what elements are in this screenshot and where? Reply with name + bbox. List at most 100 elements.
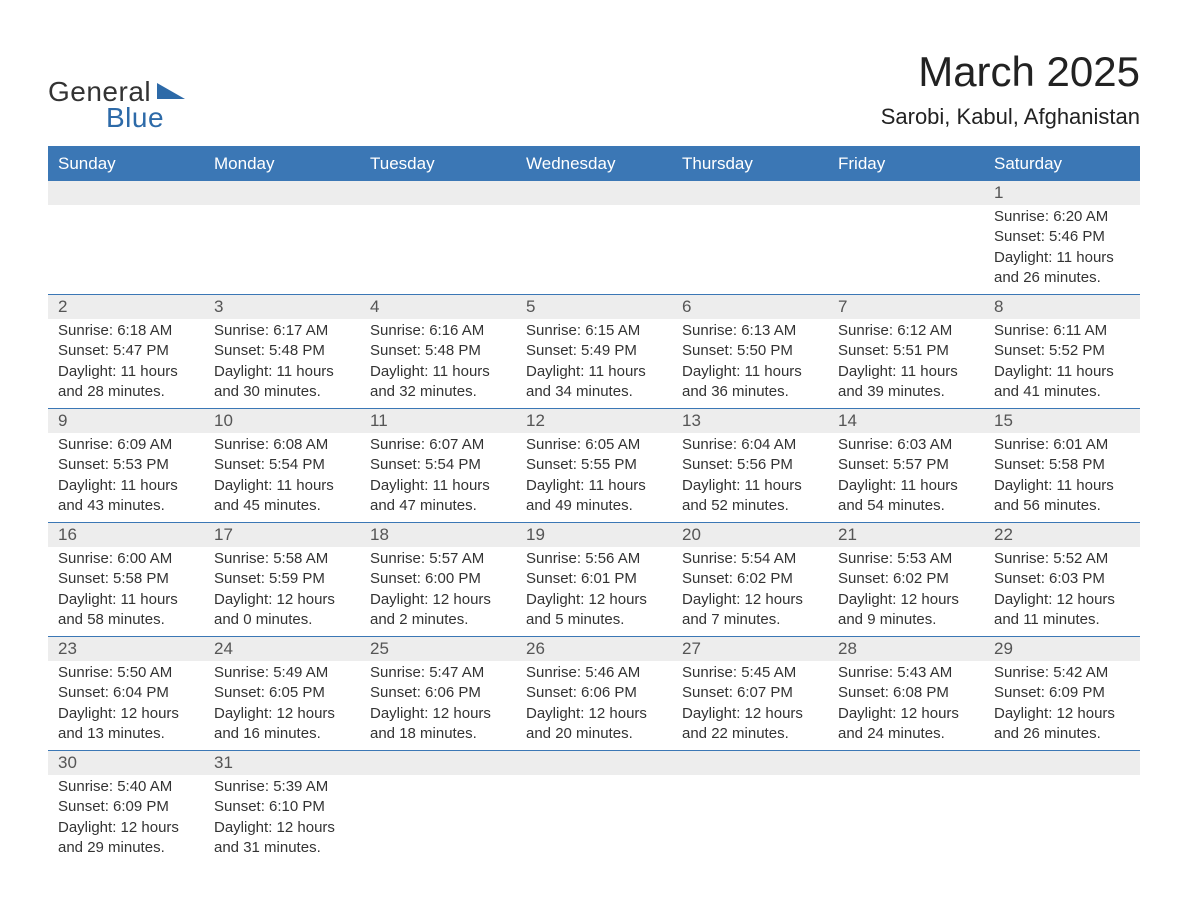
day-number [828,751,984,775]
daylight-line: Daylight: 12 hours and 18 minutes. [370,704,506,745]
sunset-line: Sunset: 5:48 PM [370,341,506,361]
sunset-line: Sunset: 5:56 PM [682,455,818,475]
day-data [204,205,360,233]
daylight-line: Daylight: 12 hours and 31 minutes. [214,818,350,859]
daylight-line: Daylight: 11 hours and 52 minutes. [682,476,818,517]
daylight-line: Daylight: 12 hours and 24 minutes. [838,704,974,745]
day-data [516,775,672,803]
day-number: 14 [828,409,984,433]
sunrise-line: Sunrise: 5:39 AM [214,777,350,797]
day-number: 4 [360,295,516,319]
day-number [360,751,516,775]
sunrise-line: Sunrise: 5:53 AM [838,549,974,569]
day-data: Sunrise: 5:50 AMSunset: 6:04 PMDaylight:… [48,661,204,750]
calendar-day-cell: 26Sunrise: 5:46 AMSunset: 6:06 PMDayligh… [516,637,672,751]
daylight-line: Daylight: 12 hours and 26 minutes. [994,704,1130,745]
sunrise-line: Sunrise: 6:12 AM [838,321,974,341]
calendar-week-row: 16Sunrise: 6:00 AMSunset: 5:58 PMDayligh… [48,523,1140,637]
day-number: 26 [516,637,672,661]
daylight-line: Daylight: 11 hours and 30 minutes. [214,362,350,403]
day-number: 12 [516,409,672,433]
sunset-line: Sunset: 5:54 PM [214,455,350,475]
sunrise-line: Sunrise: 6:18 AM [58,321,194,341]
calendar-week-row: 9Sunrise: 6:09 AMSunset: 5:53 PMDaylight… [48,409,1140,523]
day-data: Sunrise: 6:00 AMSunset: 5:58 PMDaylight:… [48,547,204,636]
sunrise-line: Sunrise: 5:47 AM [370,663,506,683]
day-data [672,205,828,233]
day-data: Sunrise: 6:03 AMSunset: 5:57 PMDaylight:… [828,433,984,522]
calendar-day-cell: 19Sunrise: 5:56 AMSunset: 6:01 PMDayligh… [516,523,672,637]
calendar-day-cell [672,751,828,865]
day-number: 29 [984,637,1140,661]
daylight-line: Daylight: 11 hours and 36 minutes. [682,362,818,403]
day-data: Sunrise: 5:54 AMSunset: 6:02 PMDaylight:… [672,547,828,636]
day-data: Sunrise: 5:56 AMSunset: 6:01 PMDaylight:… [516,547,672,636]
calendar-day-cell: 17Sunrise: 5:58 AMSunset: 5:59 PMDayligh… [204,523,360,637]
sunset-line: Sunset: 5:58 PM [58,569,194,589]
sunrise-line: Sunrise: 5:54 AM [682,549,818,569]
sunset-line: Sunset: 5:55 PM [526,455,662,475]
calendar-day-cell: 20Sunrise: 5:54 AMSunset: 6:02 PMDayligh… [672,523,828,637]
sunset-line: Sunset: 6:01 PM [526,569,662,589]
month-title: March 2025 [881,48,1140,96]
sunrise-line: Sunrise: 6:15 AM [526,321,662,341]
day-number [672,181,828,205]
sunset-line: Sunset: 6:09 PM [994,683,1130,703]
daylight-line: Daylight: 11 hours and 28 minutes. [58,362,194,403]
sunrise-line: Sunrise: 6:16 AM [370,321,506,341]
location: Sarobi, Kabul, Afghanistan [881,104,1140,130]
calendar-day-cell [516,181,672,295]
sunrise-line: Sunrise: 6:08 AM [214,435,350,455]
header: General Blue March 2025 Sarobi, Kabul, A… [48,48,1140,134]
day-data: Sunrise: 5:49 AMSunset: 6:05 PMDaylight:… [204,661,360,750]
day-data: Sunrise: 5:52 AMSunset: 6:03 PMDaylight:… [984,547,1140,636]
day-data: Sunrise: 5:42 AMSunset: 6:09 PMDaylight:… [984,661,1140,750]
sunset-line: Sunset: 6:05 PM [214,683,350,703]
calendar-day-cell: 18Sunrise: 5:57 AMSunset: 6:00 PMDayligh… [360,523,516,637]
calendar-day-cell: 2Sunrise: 6:18 AMSunset: 5:47 PMDaylight… [48,295,204,409]
calendar-day-cell: 5Sunrise: 6:15 AMSunset: 5:49 PMDaylight… [516,295,672,409]
day-data: Sunrise: 5:47 AMSunset: 6:06 PMDaylight:… [360,661,516,750]
day-header: Thursday [672,147,828,181]
day-data: Sunrise: 6:01 AMSunset: 5:58 PMDaylight:… [984,433,1140,522]
calendar-day-cell: 28Sunrise: 5:43 AMSunset: 6:08 PMDayligh… [828,637,984,751]
daylight-line: Daylight: 11 hours and 26 minutes. [994,248,1130,289]
sunrise-line: Sunrise: 5:45 AM [682,663,818,683]
calendar-day-cell: 7Sunrise: 6:12 AMSunset: 5:51 PMDaylight… [828,295,984,409]
day-number [360,181,516,205]
day-data: Sunrise: 5:57 AMSunset: 6:00 PMDaylight:… [360,547,516,636]
logo: General Blue [48,48,185,134]
sunset-line: Sunset: 5:53 PM [58,455,194,475]
day-header: Tuesday [360,147,516,181]
daylight-line: Daylight: 11 hours and 58 minutes. [58,590,194,631]
day-header: Monday [204,147,360,181]
sunset-line: Sunset: 5:48 PM [214,341,350,361]
day-number: 23 [48,637,204,661]
calendar-day-cell: 25Sunrise: 5:47 AMSunset: 6:06 PMDayligh… [360,637,516,751]
day-data: Sunrise: 5:39 AMSunset: 6:10 PMDaylight:… [204,775,360,864]
calendar-day-cell [204,181,360,295]
daylight-line: Daylight: 11 hours and 39 minutes. [838,362,974,403]
sunset-line: Sunset: 6:10 PM [214,797,350,817]
day-number: 17 [204,523,360,547]
sunset-line: Sunset: 5:50 PM [682,341,818,361]
calendar-day-cell: 11Sunrise: 6:07 AMSunset: 5:54 PMDayligh… [360,409,516,523]
day-number: 8 [984,295,1140,319]
day-data: Sunrise: 5:43 AMSunset: 6:08 PMDaylight:… [828,661,984,750]
day-number [516,181,672,205]
day-data: Sunrise: 6:17 AMSunset: 5:48 PMDaylight:… [204,319,360,408]
sunset-line: Sunset: 6:02 PM [838,569,974,589]
sunrise-line: Sunrise: 5:42 AM [994,663,1130,683]
day-number: 21 [828,523,984,547]
day-data: Sunrise: 6:13 AMSunset: 5:50 PMDaylight:… [672,319,828,408]
sunset-line: Sunset: 5:58 PM [994,455,1130,475]
day-data: Sunrise: 5:45 AMSunset: 6:07 PMDaylight:… [672,661,828,750]
day-number: 28 [828,637,984,661]
sunset-line: Sunset: 5:47 PM [58,341,194,361]
sunrise-line: Sunrise: 5:56 AM [526,549,662,569]
day-number: 3 [204,295,360,319]
day-number [204,181,360,205]
calendar-day-cell: 6Sunrise: 6:13 AMSunset: 5:50 PMDaylight… [672,295,828,409]
day-data [360,775,516,803]
sunset-line: Sunset: 6:09 PM [58,797,194,817]
